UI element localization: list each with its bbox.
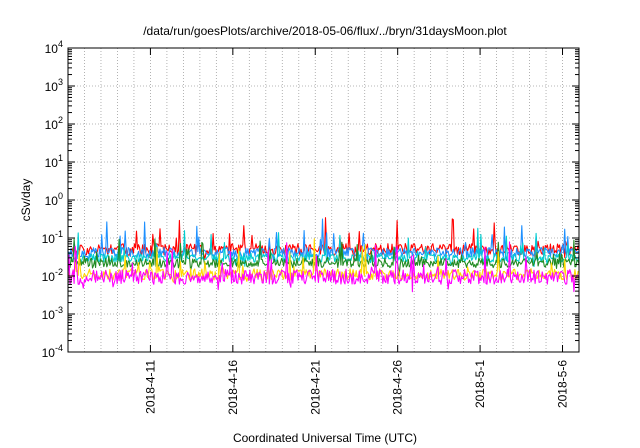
y-tick-base: 10 bbox=[45, 194, 59, 208]
x-tick-label: 2018-4-11 bbox=[143, 360, 157, 414]
series-line-6 bbox=[67, 241, 580, 293]
x-axis: 2018-4-11 2018-4-16 2018-4-21 2018-4-26 2018… bbox=[143, 48, 570, 415]
y-tick-label: 101 bbox=[45, 153, 63, 170]
y-tick-base: 10 bbox=[42, 308, 56, 322]
y-tick-label: 10-4 bbox=[42, 343, 63, 360]
x-axis-label: Coordinated Universal Time (UTC) bbox=[233, 431, 417, 445]
y-tick-base: 10 bbox=[45, 156, 59, 170]
series-line-4 bbox=[67, 238, 580, 277]
y-tick-exponent: -1 bbox=[55, 229, 63, 239]
x-tick-label: 2018-5-6 bbox=[556, 360, 570, 408]
y-tick-exponent: 4 bbox=[58, 39, 63, 49]
y-tick-base: 10 bbox=[42, 346, 56, 360]
x-tick-label: 2018-5-1 bbox=[473, 360, 487, 408]
y-tick-label: 102 bbox=[45, 115, 63, 132]
y-tick-label: 10-1 bbox=[42, 229, 63, 246]
grid bbox=[68, 48, 579, 352]
y-tick-base: 10 bbox=[45, 80, 59, 94]
x-tick-label: 2018-4-21 bbox=[308, 360, 322, 415]
y-tick-exponent: 0 bbox=[58, 191, 63, 201]
y-tick-label: 10-2 bbox=[42, 267, 63, 284]
series-line-3 bbox=[67, 227, 580, 269]
y-tick-exponent: 2 bbox=[58, 115, 63, 125]
y-tick-exponent: 3 bbox=[58, 77, 63, 87]
y-tick-exponent: -3 bbox=[55, 305, 63, 315]
y-tick-label: 100 bbox=[45, 191, 63, 208]
y-axis-label: cSv/day bbox=[19, 179, 33, 222]
y-tick-label: 104 bbox=[45, 39, 63, 56]
x-tick-label: 2018-4-16 bbox=[226, 360, 240, 415]
y-tick-base: 10 bbox=[42, 232, 56, 246]
series-group bbox=[67, 217, 580, 293]
y-tick-exponent: -2 bbox=[55, 267, 63, 277]
y-tick-label: 10-3 bbox=[42, 305, 63, 322]
chart-title: /data/run/goesPlots/archive/2018-05-06/f… bbox=[143, 24, 507, 38]
y-tick-base: 10 bbox=[42, 270, 56, 284]
y-tick-base: 10 bbox=[45, 118, 59, 132]
y-tick-base: 10 bbox=[45, 42, 59, 56]
y-tick-exponent: -4 bbox=[55, 343, 63, 353]
y-tick-label: 103 bbox=[45, 77, 63, 94]
y-tick-exponent: 1 bbox=[58, 153, 63, 163]
x-tick-label: 2018-4-26 bbox=[391, 360, 405, 415]
